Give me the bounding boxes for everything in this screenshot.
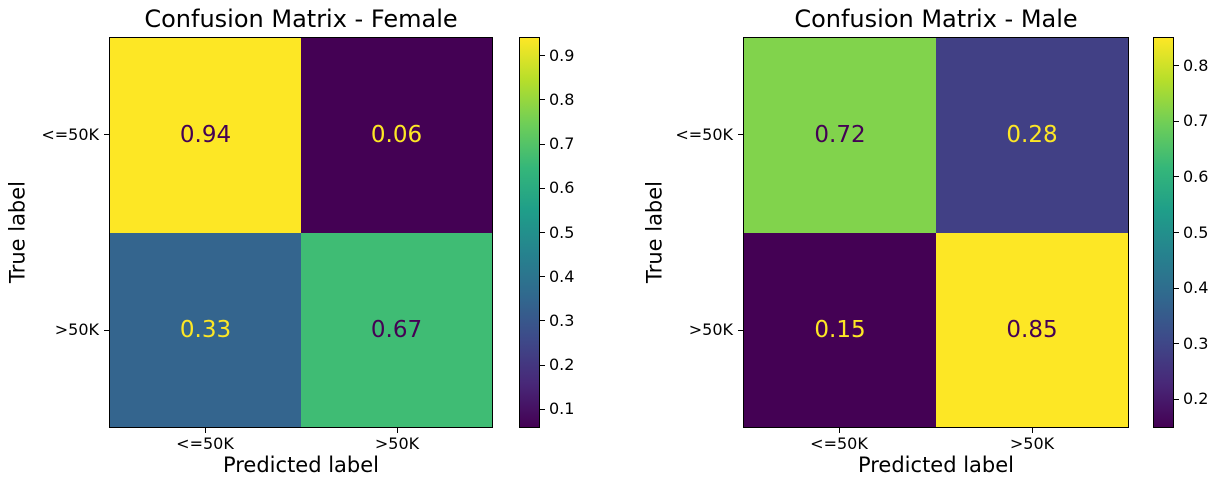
colorbar-tick-label: 0.2: [1183, 389, 1209, 409]
colorbar-tick-mark: [540, 232, 545, 233]
y-tick-mark: [738, 134, 743, 135]
colorbar-tick-label: 0.9: [549, 45, 575, 65]
confusion-matrix-male-figure: Confusion Matrix - Male 0.72 0.28 0.15 0.85…: [609, 0, 1219, 486]
colorbar-tick-mark: [1174, 120, 1179, 122]
x-tick-label: >50K: [1009, 434, 1055, 453]
heatmap-cell: 0.28: [936, 38, 1128, 233]
heatmap-cell: 0.33: [110, 232, 301, 427]
x-tick-label: <=50K: [810, 434, 868, 453]
colorbar-tick-mark: [1174, 176, 1179, 178]
colorbar-tick-mark: [540, 55, 545, 57]
colorbar-tick-label: 0.3: [1183, 333, 1209, 353]
heatmap-cell: 0.85: [936, 232, 1128, 427]
colorbar-tick-mark: [540, 99, 545, 101]
colorbar-tick-mark: [540, 320, 545, 322]
x-tick-mark: [205, 428, 206, 433]
colorbar-tick-mark: [540, 408, 545, 410]
x-tick-mark: [839, 428, 840, 433]
colorbar-tick-mark: [540, 143, 545, 145]
chart-title: Confusion Matrix - Male: [794, 5, 1078, 33]
x-tick-label: >50K: [374, 434, 420, 453]
colorbar-tick-label: 0.4: [1183, 278, 1209, 298]
colorbar-tick-mark: [1174, 232, 1179, 233]
heatmap-grid: 0.94 0.06 0.33 0.67: [109, 37, 493, 428]
colorbar-tick-mark: [540, 276, 545, 278]
colorbar-tick-mark: [1174, 398, 1179, 400]
heatmap-grid: 0.72 0.28 0.15 0.85: [743, 37, 1129, 428]
y-tick-mark: [738, 330, 743, 331]
y-axis-label: True label: [642, 180, 667, 284]
colorbar-tick-label: 0.7: [1183, 111, 1209, 131]
colorbar-tick-label: 0.8: [1183, 55, 1209, 75]
heatmap-cell: 0.72: [744, 38, 936, 233]
heatmap-cell: 0.67: [301, 232, 492, 427]
colorbar-tick-mark: [1174, 343, 1179, 345]
x-tick-mark: [1032, 428, 1033, 433]
confusion-matrix-female-figure: Confusion Matrix - Female 0.94 0.06 0.33 0.…: [0, 0, 609, 486]
x-axis-label: Predicted label: [857, 453, 1015, 477]
y-tick-label: >50K: [54, 320, 99, 339]
heatmap-cell: 0.15: [744, 232, 936, 427]
colorbar-tick-label: 0.2: [549, 355, 575, 375]
heatmap-cell: 0.94: [110, 38, 301, 233]
y-tick-label: <=50K: [675, 125, 733, 144]
colorbar: 0.8 0.7 0.6 0.5 0.4 0.3 0.2: [1153, 37, 1208, 428]
y-tick-label: <=50K: [41, 125, 99, 144]
colorbar-tick-mark: [540, 364, 545, 366]
heatmap-cell: 0.06: [301, 38, 492, 233]
y-axis-label: True label: [5, 180, 30, 284]
x-tick-label: <=50K: [176, 434, 234, 453]
colorbar: 0.9 0.8 0.7 0.6 0.5 0.4 0.3 0.2 0.1: [519, 37, 574, 428]
colorbar-tick-label: 0.4: [549, 266, 575, 286]
colorbar-tick-label: 0.6: [1183, 166, 1209, 186]
y-tick-mark: [104, 134, 109, 135]
colorbar-tick-label: 0.1: [549, 399, 575, 419]
colorbar-tick-label: 0.7: [549, 134, 575, 154]
colorbar-tick-label: 0.5: [549, 222, 575, 242]
y-tick-label: >50K: [688, 320, 733, 339]
colorbar-tick-label: 0.3: [549, 310, 575, 330]
colorbar-tick-mark: [1174, 65, 1179, 67]
chart-title: Confusion Matrix - Female: [144, 5, 458, 33]
x-axis-label: Predicted label: [222, 453, 380, 477]
colorbar-tick-mark: [1174, 287, 1179, 289]
colorbar-tick-label: 0.8: [549, 89, 575, 109]
y-tick-mark: [104, 330, 109, 331]
colorbar-tick-label: 0.6: [549, 178, 575, 198]
colorbar-tick-mark: [540, 187, 545, 189]
colorbar-tick-label: 0.5: [1183, 222, 1209, 242]
x-tick-mark: [397, 428, 398, 433]
